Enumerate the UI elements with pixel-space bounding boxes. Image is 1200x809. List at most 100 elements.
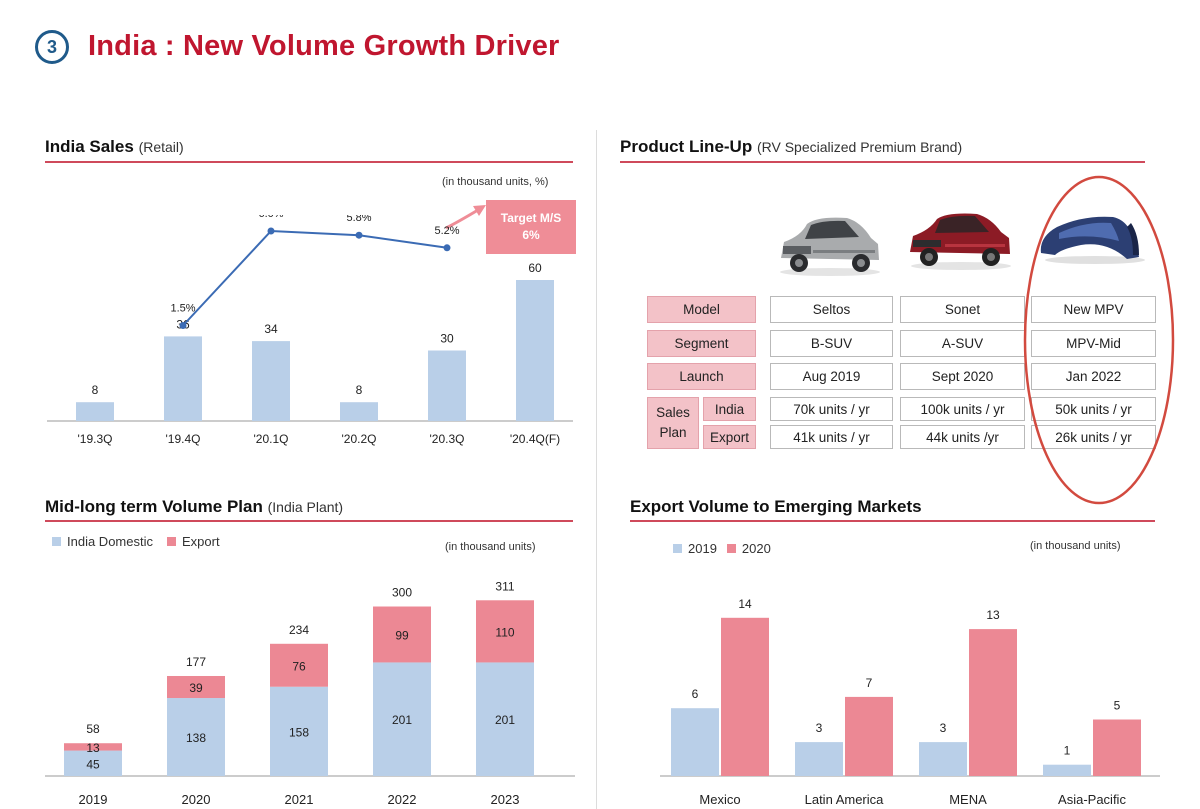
export-value-2019: 6 [692,687,699,701]
sales-bar-value: 8 [356,383,363,397]
india-sales-unit-note: (in thousand units, %) [442,176,549,188]
row-label-segment: Segment [647,330,756,357]
india-sales-subtitle: (Retail) [138,139,184,155]
cell-seltos-export: 41k units / yr [770,425,893,449]
sales-bar-value: 30 [440,332,454,346]
plan-bar-domestic [167,698,225,776]
sales-x-tick: '20.2Q [342,432,377,446]
plan-bar-export [167,675,225,699]
row-label-sales-plan: Sales Plan [647,397,699,449]
cell-mpv-launch: Jan 2022 [1031,363,1156,390]
plan-export-value: 99 [395,628,409,642]
plan-x-tick: 2023 [491,792,520,807]
export-bar-2020 [969,629,1017,776]
sales-x-tick: '20.1Q [254,432,289,446]
plan-bar-domestic [64,750,122,776]
market-share-point [267,227,275,235]
legend-swatch-2020 [726,544,736,553]
export-volume-rule [630,520,1155,522]
sales-bar-value: 8 [92,383,99,397]
legend-label-2019: 2019 [688,541,717,556]
sales-x-tick: '20.4Q(F) [510,432,560,446]
export-bar-2020 [721,617,769,776]
product-lineup-title: Product Line-Up [620,137,753,156]
cell-mpv-segment: MPV-Mid [1031,330,1156,357]
sales-x-tick: '19.3Q [78,432,113,446]
plan-export-value: 76 [292,659,306,673]
car-seltos-image [780,217,880,276]
export-x-tick: Latin America [805,792,885,807]
volume-plan-subtitle: (India Plant) [267,499,344,515]
plan-domestic-value: 158 [289,725,309,739]
sales-plan-line1: Sales [656,405,690,420]
legend-label-domestic: India Domestic [67,534,153,549]
sales-bar [340,402,378,421]
export-value-2019: 1 [1064,744,1071,758]
section-number-badge: 3 [35,30,69,64]
cell-seltos-india: 70k units / yr [770,397,893,421]
cell-seltos-model: Seltos [770,296,893,323]
plan-bar-export [270,643,328,687]
india-sales-heading: India Sales (Retail) [45,137,184,157]
export-x-tick: MENA [949,792,987,807]
export-bar-2019 [919,742,967,776]
plan-export-value: 110 [495,625,514,639]
target-note-line2: 6% [522,228,540,242]
plan-bar-domestic [270,686,328,776]
plan-domestic-value: 138 [186,731,206,745]
car-sonet-image [910,213,1011,270]
legend-label-export: Export [181,534,220,549]
export-bar-2019 [671,708,719,776]
sales-bar [428,350,466,421]
target-market-share-note: Target M/S 6% [486,200,576,254]
page-title: India : New Volume Growth Driver [88,30,560,62]
plan-bar-export [373,606,431,663]
market-share-label: 6.0% [258,215,283,220]
india-sales-chart: 8'19.3Q36'19.4Q34'20.1Q8'20.2Q30'20.3Q60… [47,215,573,446]
row-label-launch: Launch [647,363,756,390]
export-x-tick: Mexico [699,792,740,807]
plan-bar-domestic [476,662,534,776]
legend-swatch-2019 [673,544,682,553]
cell-mpv-model: New MPV [1031,296,1156,323]
export-bar-2019 [795,742,843,776]
volume-plan-rule [45,520,573,522]
legend-swatch-export [166,537,176,546]
market-share-point [355,231,363,239]
plan-x-tick: 2019 [79,792,108,807]
sales-bar [252,341,290,421]
plan-bar-export [476,600,534,663]
plan-bar-domestic [373,662,431,776]
market-share-line [182,229,448,327]
new-mpv-highlight-ellipse [1023,175,1175,505]
sales-bar [164,336,202,421]
legend-swatch-domestic [52,537,61,546]
market-share-label: 1.5% [170,303,195,315]
export-volume-title: Export Volume to Emerging Markets [630,497,922,516]
plan-export-value: 39 [189,681,203,695]
export-volume-unit-note: (in thousand units) [1030,540,1121,552]
plan-x-tick: 2022 [388,792,417,807]
target-arrow [445,205,486,230]
market-share-label: 5.2% [434,225,459,237]
sales-x-tick: '19.4Q [166,432,201,446]
plan-total-value: 177 [186,655,206,669]
export-volume-legend: 2019 2020 [673,541,771,556]
export-value-2020: 7 [866,676,873,690]
cell-mpv-india: 50k units / yr [1031,397,1156,421]
export-value-2019: 3 [816,721,823,735]
sales-plan-line2: Plan [659,425,687,440]
export-value-2020: 14 [738,597,752,611]
volume-plan-heading: Mid-long term Volume Plan (India Plant) [45,497,343,517]
export-volume-chart: 6 14 Mexico 3 7 Latin America 3 13 MENA 1 5 Asia-Pa… [660,597,1160,807]
market-share-point [179,322,187,329]
volume-plan-unit-note: (in thousand units) [445,541,536,553]
volume-plan-title: Mid-long term Volume Plan [45,497,263,516]
plan-export-value: 13 [86,741,100,755]
row-label-india: India [703,397,756,421]
plan-domestic-value: 201 [495,713,515,727]
plan-domestic-value: 201 [392,713,412,727]
sales-x-tick: '20.3Q [430,432,465,446]
export-volume-heading: Export Volume to Emerging Markets [630,497,922,517]
india-sales-title: India Sales [45,137,134,156]
